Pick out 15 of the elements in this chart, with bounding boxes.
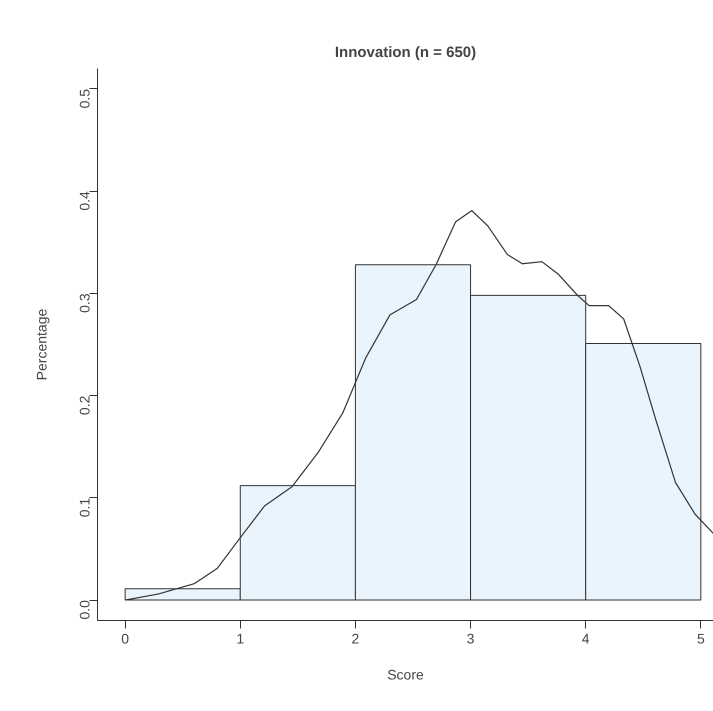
x-tick-label: 5	[696, 630, 705, 646]
y-tick-label: 0.3	[76, 293, 92, 313]
x-tick-label: 4	[582, 630, 590, 646]
x-tick-label: 2	[352, 630, 360, 646]
y-tick-label: 0.5	[76, 88, 92, 108]
y-axis-title: Percentage	[34, 308, 50, 380]
y-tick-label: 0.2	[76, 395, 92, 416]
y-tick-label: 0.4	[76, 190, 92, 211]
x-axis-title: Score	[387, 666, 424, 682]
y-tick-label: 0.1	[76, 498, 92, 518]
x-tick-label: 0	[121, 630, 130, 646]
x-tick-label: 3	[466, 630, 475, 646]
y-tick-label: 0.0	[76, 600, 92, 620]
chart-title: Innovation (n = 650)	[334, 44, 476, 61]
x-tick-label: 1	[236, 630, 244, 646]
